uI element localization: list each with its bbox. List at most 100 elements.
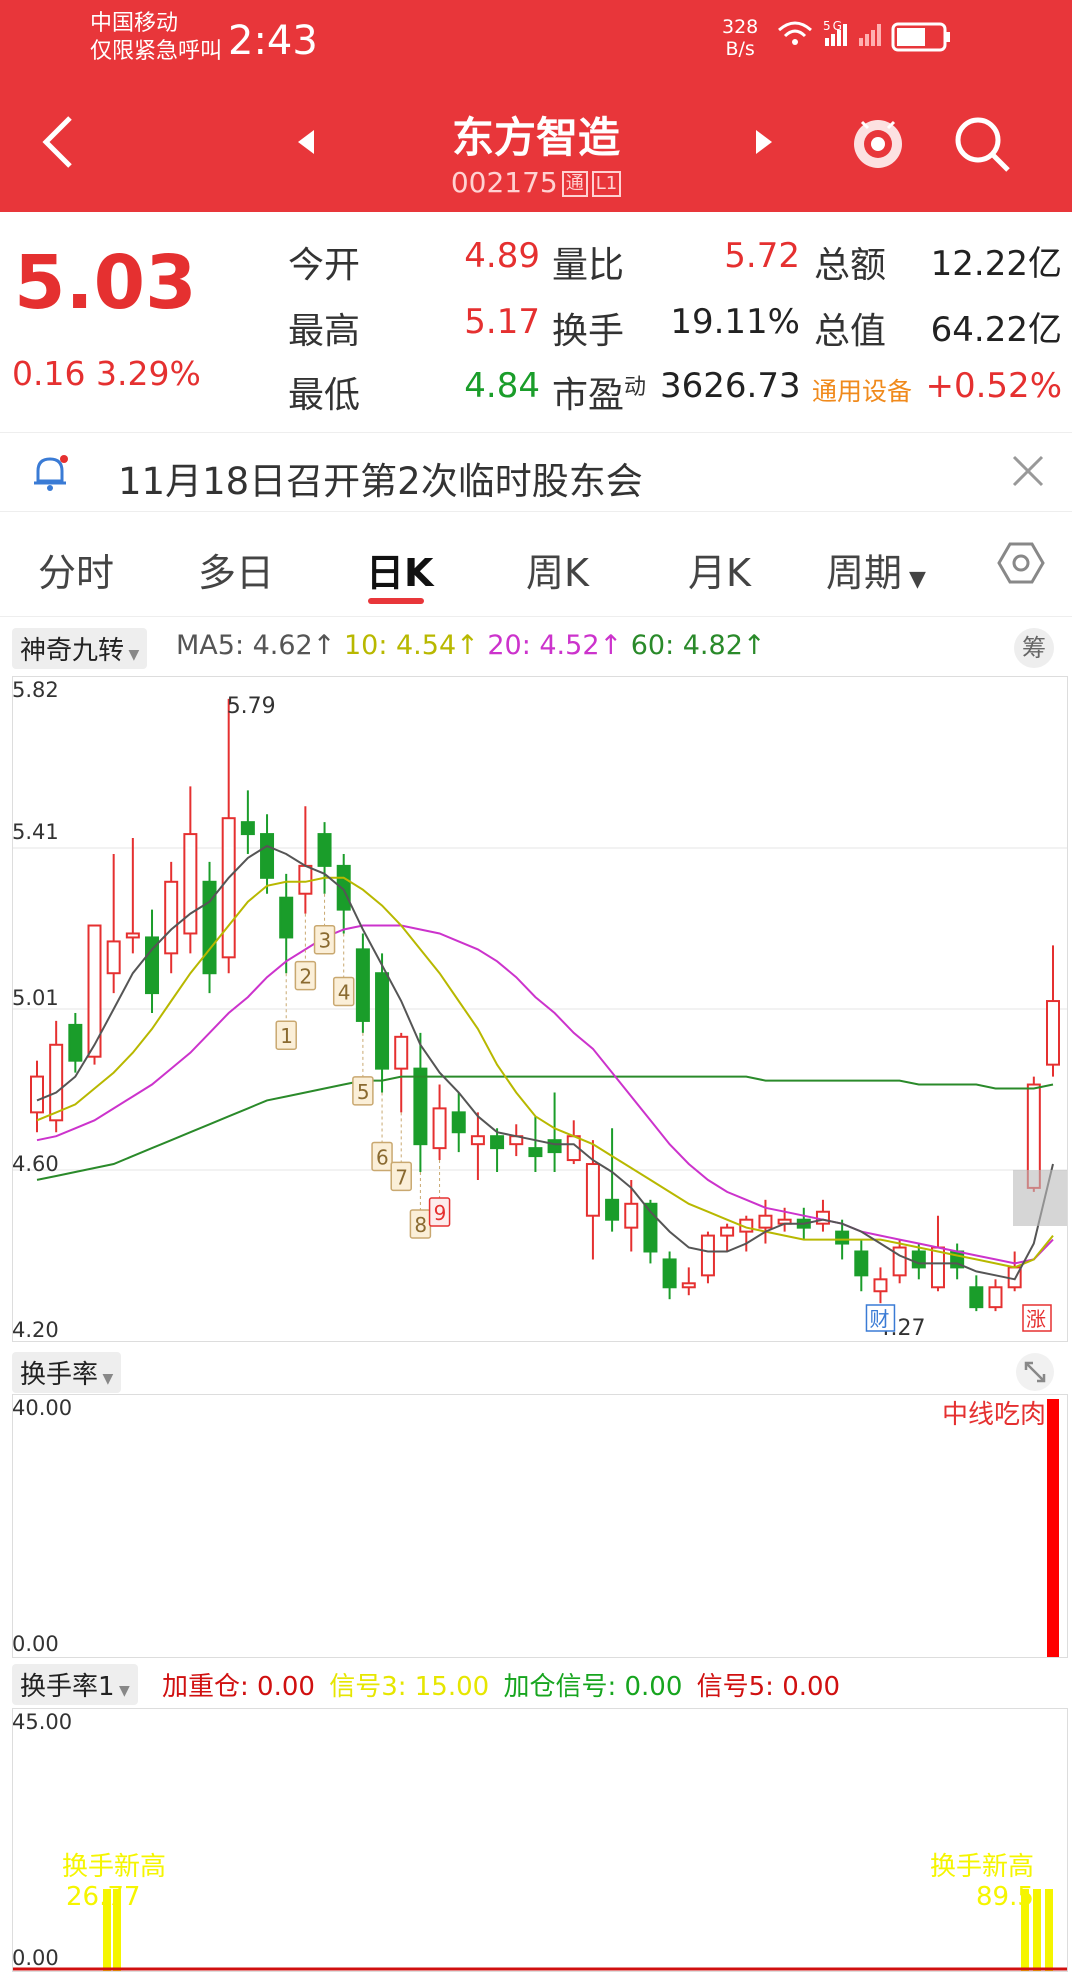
search-icon[interactable] <box>952 114 1014 176</box>
candle-body <box>547 1139 562 1154</box>
level1-tag: L1 <box>591 171 622 197</box>
candle-body <box>605 1198 620 1221</box>
signal-icon <box>859 38 863 46</box>
carrier-status: 仅限紧急呼叫 <box>90 39 223 64</box>
pe-label-text: 市盈 <box>552 375 625 416</box>
candle-body <box>585 1163 600 1217</box>
change-value: 0.16 <box>12 354 86 393</box>
cai-marker <box>865 1304 896 1332</box>
tab-multiday[interactable]: 多日 <box>198 551 275 595</box>
td-box <box>275 1020 297 1050</box>
volume-ratio-label: 量比 <box>552 245 625 286</box>
notice-text[interactable]: 11月18日召开第2次临时股东会 <box>118 460 643 503</box>
notice-bar[interactable]: 11月18日召开第2次临时股东会 <box>0 432 1072 512</box>
candle-body <box>279 896 294 939</box>
td-box <box>371 1141 393 1172</box>
candle-body <box>106 940 121 975</box>
status-time: 2:43 <box>228 18 318 64</box>
current-price: 5.03 <box>14 240 197 326</box>
td-box <box>428 1197 451 1227</box>
turnover-title: 换手率 <box>20 1360 99 1390</box>
td-number: 6 <box>376 1145 389 1169</box>
turnover-panel <box>12 1394 1068 1658</box>
candle-body <box>624 1202 639 1229</box>
robot-assistant-icon[interactable] <box>848 112 908 172</box>
candle-body <box>240 821 255 836</box>
new-high-value-left: 26.77 <box>66 1882 141 1912</box>
cai-marker-text: 财 <box>869 1307 889 1331</box>
td-number: 2 <box>299 965 312 989</box>
new-high-value-right: 89.5 <box>976 1882 1034 1912</box>
turnover-amount-value: 12.22亿 <box>930 244 1062 284</box>
stock-code: 002175 <box>450 166 558 199</box>
candle-body <box>1046 1000 1060 1066</box>
td-box <box>332 976 355 1007</box>
next-stock-icon[interactable] <box>754 128 774 156</box>
close-icon[interactable] <box>1010 453 1046 489</box>
market-cap-value: 64.22亿 <box>930 310 1062 350</box>
candle-body <box>87 924 102 1058</box>
candle-body <box>662 1258 677 1289</box>
td-number: 5 <box>357 1080 370 1104</box>
indicator-name: 神奇九转 <box>20 636 125 666</box>
turnover1-dropdown[interactable]: 换手率1 ▼ <box>12 1664 138 1705</box>
turnover-chart <box>1047 1399 1059 1657</box>
candle-body <box>336 864 351 911</box>
ma60-line <box>36 1075 1054 1181</box>
turnover-dropdown[interactable]: 换手率 ▼ <box>12 1352 122 1393</box>
high-value: 5.17 <box>464 302 540 342</box>
legend-add-signal: 加仓信号: 0.00 <box>503 1672 683 1702</box>
candle-body <box>145 936 160 995</box>
battery-icon <box>891 22 947 52</box>
turnover1-title: 换手率1 <box>20 1672 115 1702</box>
ma60-value: 60: 4.82↑ <box>630 630 766 661</box>
candle-body <box>183 833 198 935</box>
bell-icon <box>34 455 68 491</box>
caret-down-icon: ▼ <box>98 1371 114 1387</box>
legend-heavy-position: 加重仓: 0.00 <box>162 1672 315 1702</box>
low-value: 4.84 <box>464 366 540 406</box>
tab-daily-k[interactable]: 日K <box>366 551 434 595</box>
open-value: 4.89 <box>464 236 540 276</box>
net-speed-value: 328 <box>722 16 759 38</box>
td-number: 8 <box>414 1213 427 1237</box>
kline-panel[interactable]: 5.79 4.27 1 2 3 4 5 6 7 8 9 财涨 <box>12 676 1068 1342</box>
kline-chart[interactable]: 5.794.2712345678 9财涨 <box>13 677 1067 1341</box>
tab-period[interactable]: 周期 ▼ <box>826 542 926 597</box>
candle-body <box>375 972 390 1070</box>
td-box <box>294 960 317 991</box>
zhang-marker-text: 涨 <box>1026 1307 1046 1331</box>
price-highlight-box <box>1013 1169 1067 1226</box>
td-number: 3 <box>319 929 332 953</box>
td-number: 1 <box>280 1024 293 1048</box>
chips-button[interactable]: 筹 <box>1014 628 1054 668</box>
period-tabs: 分时 多日 日K 周K 月K 周期 ▼ <box>0 512 1072 617</box>
active-tab-indicator <box>368 598 424 604</box>
candle-body <box>815 1210 830 1225</box>
net-speed-unit: B/s <box>725 38 755 60</box>
net-speed: 328 B/s <box>722 16 758 60</box>
volume-ratio-value: 5.72 <box>724 236 800 276</box>
turnover-annotation: 中线吃肉 <box>942 1400 1047 1430</box>
tab-period-label: 周期 <box>826 551 903 595</box>
tab-monthly-k[interactable]: 月K <box>688 551 751 595</box>
new-high-annotation-right: 换手新高 <box>930 1852 1035 1882</box>
market-cap-label: 总值 <box>814 311 887 352</box>
candle-body <box>298 864 313 895</box>
back-arrow-icon[interactable] <box>38 112 78 172</box>
prev-stock-icon[interactable] <box>296 128 316 156</box>
candle-body <box>355 948 370 1022</box>
turnover-amount-label: 总额 <box>814 245 887 286</box>
candle-body <box>720 1226 735 1237</box>
sector-name[interactable]: 通用设备 <box>812 377 913 406</box>
candle-body <box>930 1246 945 1289</box>
caret-down-icon: ▼ <box>902 567 926 592</box>
pe-dynamic-sup: 动 <box>624 375 647 400</box>
candle-body <box>490 1135 505 1150</box>
tong-tag: 通 <box>561 171 588 197</box>
expand-icon[interactable] <box>1012 1352 1058 1392</box>
indicator-dropdown[interactable]: 神奇九转 ▼ <box>12 628 148 669</box>
hexagon-settings-icon[interactable] <box>996 538 1046 588</box>
tab-weekly-k[interactable]: 周K <box>526 551 589 595</box>
tab-intraday[interactable]: 分时 <box>38 551 115 595</box>
